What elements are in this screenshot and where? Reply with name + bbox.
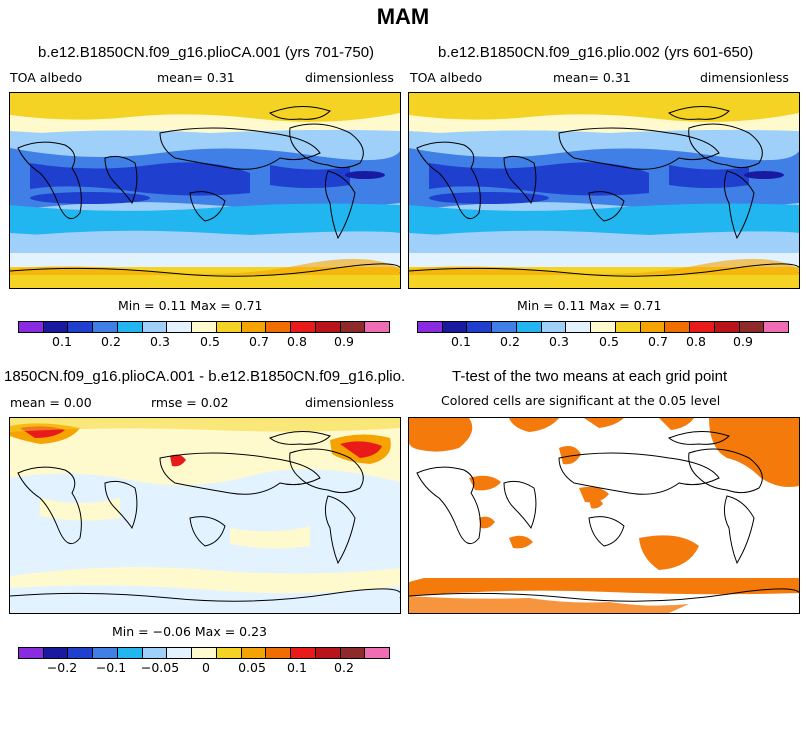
panel-a-tick: 0.8 bbox=[287, 334, 307, 349]
panel-b-colorbar-swatch bbox=[690, 322, 715, 332]
panel-b-mean: mean= 0.31 bbox=[553, 70, 631, 85]
panel-b-colorbar-swatch bbox=[516, 322, 542, 332]
panel-a-colorbar-swatch bbox=[117, 322, 143, 332]
panel-c-mean: mean = 0.00 bbox=[10, 395, 92, 410]
panel-b-colorbar-swatch bbox=[714, 322, 740, 332]
panel-b-colorbar-swatch bbox=[492, 322, 517, 332]
panel-c-colorbar-swatch bbox=[365, 648, 390, 658]
panel-c-units: dimensionless bbox=[305, 395, 394, 410]
panel-b-colorbar-swatch bbox=[764, 322, 789, 332]
panel-a-colorbar-swatch bbox=[241, 322, 267, 332]
panel-a-colorbar-swatch bbox=[192, 322, 217, 332]
panel-a-colorbar-swatch bbox=[93, 322, 118, 332]
panel-c-colorbar-swatch bbox=[340, 648, 366, 658]
panel-a-colorbar-swatch bbox=[291, 322, 316, 332]
panel-a-colorbar-swatch bbox=[68, 322, 94, 332]
panel-c-colorbar-swatch bbox=[241, 648, 267, 658]
panel-c-tick: −0.1 bbox=[95, 660, 127, 675]
panel-a-colorbar-swatch bbox=[43, 322, 69, 332]
panel-c-colorbar-swatch bbox=[315, 648, 341, 658]
panel-a-tick: 0.7 bbox=[249, 334, 269, 349]
panel-b-title: b.e12.B1850CN.f09_g16.plio.002 (yrs 601-… bbox=[438, 44, 754, 61]
panel-d-map bbox=[408, 417, 800, 614]
panel-b-variable: TOA albedo bbox=[410, 70, 483, 85]
panel-b-colorbar-swatch bbox=[467, 322, 493, 332]
panel-c-colorbar-swatch bbox=[167, 648, 193, 658]
panel-c-colorbar-swatch bbox=[192, 648, 217, 658]
panel-b-colorbar-swatch bbox=[665, 322, 691, 332]
panel-b-colorbar-swatch bbox=[739, 322, 765, 332]
panel-c-tick: −0.2 bbox=[46, 660, 78, 675]
panel-a-colorbar bbox=[18, 321, 390, 333]
panel-c-tick: −0.05 bbox=[140, 660, 180, 675]
panel-b-colorbar-swatch bbox=[591, 322, 616, 332]
panel-b-tick: 0.3 bbox=[549, 334, 569, 349]
panel-c-tick: 0.1 bbox=[287, 660, 307, 675]
panel-a-tick: 0.1 bbox=[52, 334, 72, 349]
panel-a-colorbar-swatch bbox=[340, 322, 366, 332]
panel-b-tick: 0.1 bbox=[451, 334, 471, 349]
panel-a-colorbar-swatch bbox=[315, 322, 341, 332]
panel-c-title: 1850CN.f09_g16.plioCA.001 - b.e12.B1850C… bbox=[4, 368, 404, 385]
panel-a-units: dimensionless bbox=[305, 70, 394, 85]
panel-b-colorbar-swatch bbox=[640, 322, 666, 332]
panel-c-tick: 0 bbox=[202, 660, 210, 675]
panel-a-tick: 0.2 bbox=[101, 334, 121, 349]
panel-c-colorbar-swatch bbox=[216, 648, 242, 658]
panel-d-subtitle: Colored cells are significant at the 0.0… bbox=[441, 393, 721, 408]
panel-a-colorbar-swatch bbox=[19, 322, 44, 332]
panel-b-units: dimensionless bbox=[700, 70, 789, 85]
panel-a-colorbar-swatch bbox=[167, 322, 193, 332]
panel-a-colorbar-swatch bbox=[365, 322, 390, 332]
panel-a-title: b.e12.B1850CN.f09_g16.plioCA.001 (yrs 70… bbox=[38, 44, 375, 61]
panel-c-colorbar-swatch bbox=[291, 648, 316, 658]
panel-c-tick: 0.2 bbox=[334, 660, 354, 675]
panel-b-colorbar-swatch bbox=[418, 322, 443, 332]
panel-c-colorbar bbox=[18, 647, 390, 659]
panel-b-tick: 0.2 bbox=[500, 334, 520, 349]
panel-b-colorbar-swatch bbox=[615, 322, 641, 332]
panel-a-minmax: Min = 0.11 Max = 0.71 bbox=[118, 298, 263, 313]
panel-c-colorbar-swatch bbox=[68, 648, 94, 658]
panel-b-colorbar-swatch bbox=[566, 322, 592, 332]
panel-b-tick: 0.7 bbox=[648, 334, 668, 349]
panel-a-tick: 0.5 bbox=[200, 334, 220, 349]
panel-a-mean: mean= 0.31 bbox=[157, 70, 235, 85]
panel-a-tick: 0.9 bbox=[334, 334, 354, 349]
panel-a-colorbar-swatch bbox=[142, 322, 168, 332]
panel-c-colorbar-swatch bbox=[266, 648, 292, 658]
panel-b-colorbar-swatch bbox=[442, 322, 468, 332]
panel-c-colorbar-swatch bbox=[142, 648, 168, 658]
panel-a-colorbar-swatch bbox=[266, 322, 292, 332]
panel-c-tick: 0.05 bbox=[238, 660, 266, 675]
panel-a-tick: 0.3 bbox=[150, 334, 170, 349]
panel-c-colorbar-swatch bbox=[43, 648, 69, 658]
panel-b-colorbar bbox=[417, 321, 789, 333]
panel-c-colorbar-swatch bbox=[93, 648, 118, 658]
panel-b-tick: 0.9 bbox=[733, 334, 753, 349]
panel-c-colorbar-swatch bbox=[19, 648, 44, 658]
panel-b-map bbox=[408, 92, 800, 289]
panel-d-title: T-test of the two means at each grid poi… bbox=[452, 368, 728, 385]
panel-c-minmax: Min = −0.06 Max = 0.23 bbox=[112, 624, 267, 639]
panel-b-minmax: Min = 0.11 Max = 0.71 bbox=[517, 298, 662, 313]
panel-c-colorbar-swatch bbox=[117, 648, 143, 658]
panel-a-colorbar-swatch bbox=[216, 322, 242, 332]
panel-b-tick: 0.5 bbox=[599, 334, 619, 349]
panel-a-variable: TOA albedo bbox=[10, 70, 83, 85]
panel-a-map bbox=[9, 92, 401, 289]
panel-c-map bbox=[9, 417, 401, 614]
panel-b-tick: 0.8 bbox=[686, 334, 706, 349]
panel-c-rmse: rmse = 0.02 bbox=[151, 395, 229, 410]
panel-b-colorbar-swatch bbox=[541, 322, 567, 332]
page-title: MAM bbox=[376, 4, 430, 29]
